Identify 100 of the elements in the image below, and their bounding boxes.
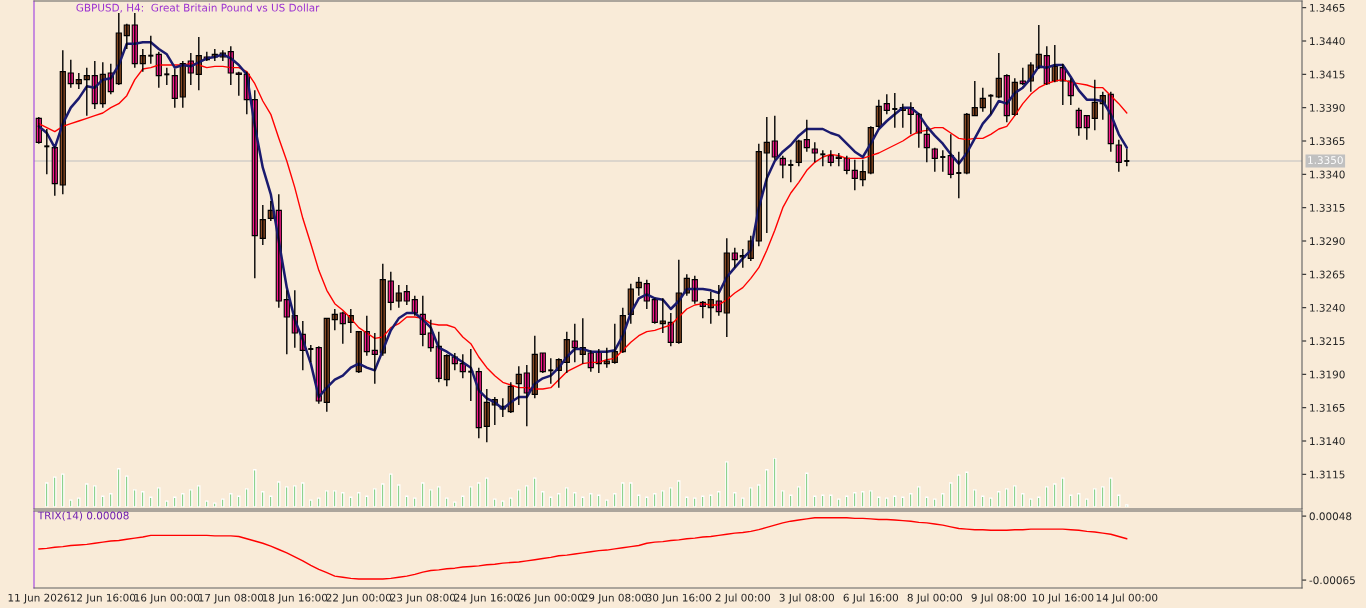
- bar: [333, 490, 337, 507]
- bar: [525, 485, 529, 507]
- bar: [973, 489, 977, 507]
- bar: [157, 487, 161, 507]
- bar: [1069, 494, 1073, 507]
- bar: [437, 486, 441, 507]
- bar: [277, 481, 281, 507]
- bar: [797, 486, 801, 507]
- bar: [493, 498, 497, 507]
- bar: [693, 497, 697, 507]
- x-tick-label: 12 Jun 16:00: [70, 593, 136, 604]
- y-tick-label: 1.3415: [1310, 70, 1345, 79]
- y-tick-label: 1.3165: [1310, 403, 1345, 412]
- y-tick-label: 1.3315: [1310, 203, 1345, 212]
- bar: [1085, 498, 1089, 507]
- bar: [165, 500, 169, 507]
- x-tick-label: 11 Jun 2026: [8, 593, 70, 604]
- x-tick-label: 6 Jul 16:00: [843, 593, 899, 604]
- bar: [1005, 488, 1009, 507]
- bar: [221, 498, 225, 507]
- bar: [485, 477, 489, 507]
- bar: [509, 497, 513, 507]
- bar: [997, 491, 1001, 507]
- y-tick-label: -0.00065: [1309, 576, 1355, 585]
- y-tick-label: 1.3140: [1310, 437, 1345, 446]
- bar: [285, 486, 289, 507]
- bar: [445, 497, 449, 507]
- bar: [317, 497, 321, 507]
- y-tick-label: 1.3465: [1310, 3, 1345, 12]
- bar: [53, 476, 57, 507]
- y-tick-label: 1.3365: [1310, 137, 1345, 146]
- candlestick: [811, 141, 818, 164]
- bar: [1093, 488, 1097, 507]
- bar: [781, 490, 785, 507]
- candlestick: [659, 297, 666, 334]
- y-tick-label: 1.3115: [1310, 470, 1345, 479]
- bar: [933, 498, 937, 507]
- bar: [725, 461, 729, 507]
- x-tick-label: 18 Jun 16:00: [262, 593, 328, 604]
- bar: [469, 486, 473, 507]
- bar: [789, 494, 793, 507]
- bar: [109, 493, 113, 507]
- bar: [61, 473, 65, 507]
- y-tick-label: 1.3290: [1310, 237, 1345, 246]
- bar: [133, 489, 137, 507]
- bar: [125, 475, 129, 507]
- bar: [357, 492, 361, 507]
- bar: [1013, 485, 1017, 507]
- bar: [381, 483, 385, 507]
- x-tick-label: 14 Jul 00:00: [1096, 593, 1158, 604]
- y-tick-label: 1.3190: [1310, 370, 1345, 379]
- x-tick-label: 8 Jul 00:00: [907, 593, 963, 604]
- chart-title: GBPUSD, H4: Great Britain Pound vs US Dollar: [76, 3, 320, 13]
- bar: [557, 493, 561, 507]
- bar: [301, 482, 305, 507]
- bar: [909, 493, 913, 507]
- bar: [885, 497, 889, 507]
- bar: [853, 492, 857, 507]
- bar: [397, 484, 401, 507]
- bar: [709, 494, 713, 507]
- bar: [245, 488, 249, 507]
- bar: [613, 493, 617, 507]
- bar: [829, 494, 833, 507]
- bar: [1061, 477, 1065, 507]
- bar: [541, 491, 545, 507]
- x-tick-label: 2 Jul 00:00: [715, 593, 771, 604]
- bar: [341, 492, 345, 507]
- bar: [821, 494, 825, 507]
- x-tick-label: 29 Jun 08:00: [582, 593, 648, 604]
- y-tick-label: 1.3265: [1310, 270, 1345, 279]
- bar: [565, 487, 569, 507]
- bar: [605, 499, 609, 507]
- bar: [653, 493, 657, 507]
- bar: [621, 482, 625, 507]
- bar: [389, 473, 393, 507]
- bar: [765, 469, 769, 507]
- bar: [1109, 477, 1113, 507]
- x-tick-label: 24 Jun 16:00: [454, 593, 520, 604]
- bar: [453, 501, 457, 507]
- bar: [429, 489, 433, 507]
- bar: [85, 483, 89, 507]
- bar: [69, 499, 73, 507]
- candlestick: [235, 70, 242, 97]
- y-tick-label: 1.3215: [1310, 337, 1345, 346]
- bar: [669, 487, 673, 507]
- bar: [501, 500, 505, 507]
- x-tick-label: 23 Jun 08:00: [390, 593, 456, 604]
- bar: [869, 490, 873, 507]
- bar: [677, 480, 681, 507]
- bar: [805, 472, 809, 507]
- y-tick-label: 0.00048: [1309, 512, 1352, 521]
- bar: [413, 497, 417, 507]
- x-tick-label: 22 Jun 00:00: [326, 593, 392, 604]
- x-tick-label: 10 Jul 16:00: [1032, 593, 1094, 604]
- bar: [517, 489, 521, 507]
- bar: [629, 482, 633, 507]
- bar: [213, 502, 217, 507]
- bar: [757, 484, 761, 507]
- bar: [1053, 483, 1057, 507]
- bar: [189, 489, 193, 507]
